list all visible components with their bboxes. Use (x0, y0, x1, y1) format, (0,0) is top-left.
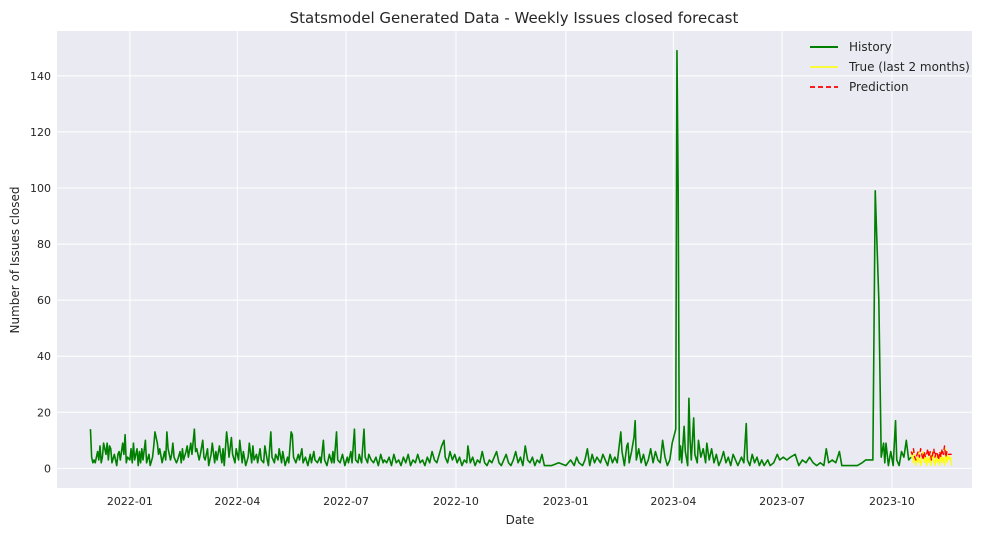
plot-background (57, 31, 972, 488)
true-series-line (910, 448, 953, 467)
x-tick-label: 2023-01 (543, 495, 589, 508)
legend-label: True (last 2 months) (848, 60, 970, 74)
prediction-series-line (910, 445, 952, 461)
x-tick-label: 2022-10 (433, 495, 479, 508)
x-tick-labels: 2022-01 2022-04 2022-07 2022-10 2023-01 2023-… (107, 495, 915, 508)
x-tick-label: 2023-07 (759, 495, 805, 508)
y-tick-label: 40 (37, 350, 51, 363)
y-tick-label: 80 (37, 238, 51, 251)
x-tick-label: 2022-04 (214, 495, 260, 508)
y-tick-labels: 0 20 40 60 80 100 120 140 (30, 70, 51, 476)
y-tick-label: 60 (37, 294, 51, 307)
y-tick-label: 100 (30, 182, 51, 195)
series-layer (89, 49, 953, 467)
y-tick-label: 0 (44, 462, 51, 475)
x-tick-label: 2023-04 (650, 495, 696, 508)
y-axis-label: Number of Issues closed (8, 186, 22, 333)
legend: History True (last 2 months) Prediction (810, 40, 970, 94)
grid (57, 31, 972, 488)
x-tick-label: 2022-01 (107, 495, 153, 508)
legend-label: History (849, 40, 892, 54)
y-tick-label: 120 (30, 126, 51, 139)
y-tick-label: 140 (30, 70, 51, 83)
x-tick-label: 2022-07 (323, 495, 369, 508)
x-axis-label: Date (506, 513, 535, 527)
x-tick-label: 2023-10 (869, 495, 915, 508)
y-tick-label: 20 (37, 406, 51, 419)
legend-label: Prediction (849, 80, 909, 94)
history-series-line (89, 49, 912, 467)
chart-title: Statsmodel Generated Data - Weekly Issue… (290, 9, 739, 27)
